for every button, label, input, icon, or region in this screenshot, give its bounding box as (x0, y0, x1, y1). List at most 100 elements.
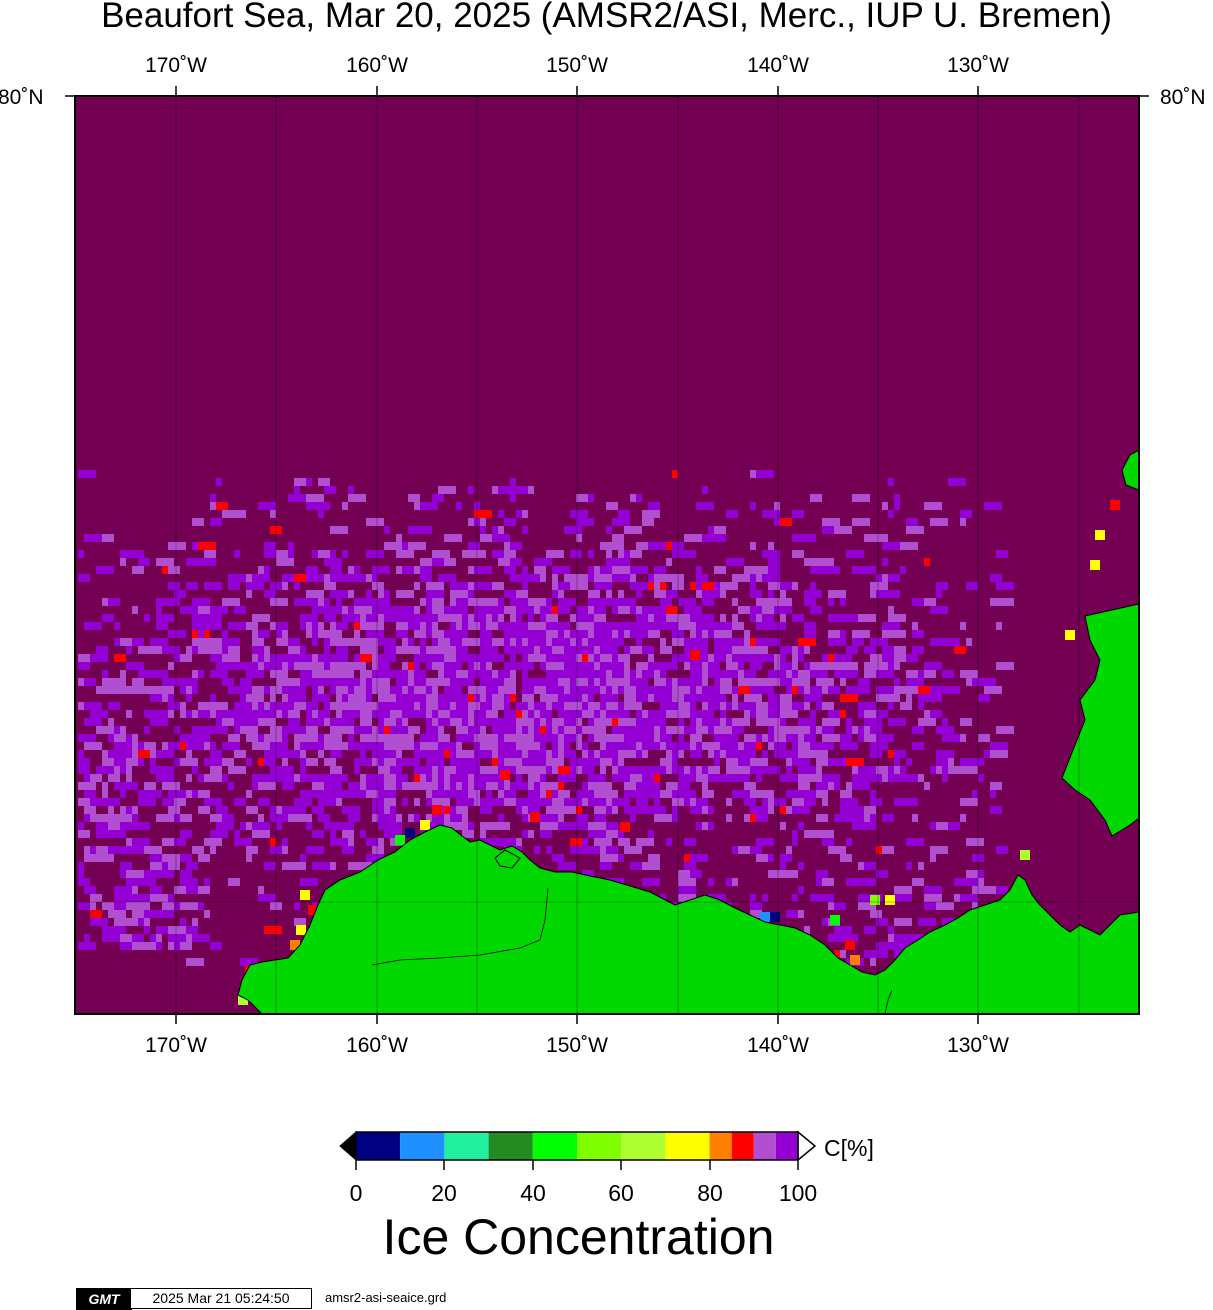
ice-pixel (552, 702, 558, 710)
ice-pixel (282, 806, 294, 814)
ice-pixel (516, 718, 522, 726)
ice-pixel (588, 494, 594, 502)
ice-pixel (498, 822, 510, 830)
ice-pixel (912, 878, 918, 886)
colorbar-swatch (400, 1132, 445, 1160)
ice-pixel (696, 734, 702, 742)
ice-pixel (282, 734, 288, 742)
ice-pixel (738, 774, 750, 782)
ice-pixel (186, 774, 192, 782)
ice-pixel (702, 534, 720, 542)
ice-pixel (606, 782, 612, 790)
ice-pixel (702, 742, 720, 750)
ice-pixel (882, 870, 888, 878)
ice-pixel (378, 838, 384, 846)
ice-pixel (594, 710, 600, 718)
ice-pixel (504, 550, 516, 558)
ice-pixel (564, 734, 576, 742)
ice-pixel (690, 870, 702, 878)
ice-pixel (132, 606, 138, 614)
ice-pixel (114, 734, 132, 742)
ice-pixel (558, 622, 570, 630)
ice-pixel (882, 694, 900, 702)
ice-pixel (396, 726, 402, 734)
ice-pixel (120, 830, 126, 838)
lat-label-right: 80˚N (1160, 86, 1206, 109)
ice-pixel (864, 686, 870, 694)
ice-pixel (894, 678, 900, 686)
ice-pixel (354, 606, 372, 614)
ice-pixel (270, 598, 288, 606)
ice-pixel (972, 678, 990, 686)
ice-pixel (168, 542, 186, 550)
ice-pixel (906, 838, 924, 846)
ice-pixel (114, 638, 120, 646)
ice-pixel (774, 606, 792, 614)
ice-pixel (264, 646, 270, 654)
ice-pixel (312, 734, 318, 742)
ice-pixel (654, 798, 660, 806)
ice-pixel (552, 854, 564, 862)
ice-pixel (492, 758, 498, 766)
ice-pixel (906, 518, 918, 526)
ice-pixel (696, 614, 714, 622)
ice-pixel (648, 646, 654, 654)
ice-pixel (126, 774, 132, 782)
ice-pixel (450, 694, 456, 702)
ice-pixel (276, 742, 282, 750)
ice-pixel (150, 886, 162, 894)
ice-pixel (828, 590, 840, 598)
ice-pixel (756, 574, 762, 582)
ice-pixel (798, 750, 810, 758)
ice-pixel (114, 622, 120, 630)
ice-pixel (822, 734, 840, 742)
ice-pixel (360, 598, 372, 606)
ice-pixel (558, 822, 564, 830)
ice-pixel (300, 678, 318, 686)
ice-pixel (510, 598, 528, 606)
ice-pixel (576, 822, 582, 830)
ice-pixel (936, 902, 942, 910)
ice-pixel (930, 606, 948, 614)
ice-pixel (936, 590, 942, 598)
ice-pixel (144, 910, 156, 918)
ice-pixel (258, 886, 264, 894)
ice-pixel (120, 870, 126, 878)
ice-pixel (510, 670, 516, 678)
ice-pixel (594, 750, 600, 758)
ice-pixel (630, 686, 636, 694)
ice-pixel (468, 686, 474, 694)
ice-pixel (468, 822, 474, 830)
colorbar-swatch (621, 1132, 666, 1160)
ice-pixel (330, 702, 342, 710)
ice-pixel (204, 878, 210, 886)
ice-pixel (570, 654, 576, 662)
ice-pixel (354, 630, 360, 638)
ice-pixel (300, 790, 318, 798)
ice-pixel (294, 662, 312, 670)
ice-pixel (534, 566, 546, 574)
ice-pixel (564, 654, 570, 662)
ice-pixel (486, 622, 504, 630)
ice-pixel (78, 750, 84, 758)
ice-pixel (144, 790, 162, 798)
ice-pixel (318, 654, 336, 662)
ice-pixel (600, 678, 606, 686)
ice-pixel (180, 918, 186, 926)
ice-pixel (690, 790, 696, 798)
ice-pixel (570, 574, 588, 582)
ice-pixel (120, 790, 126, 798)
ice-pixel (894, 494, 900, 502)
ice-pixel (612, 742, 618, 750)
ice-pixel (222, 774, 228, 782)
ice-pixel (486, 718, 492, 726)
ice-pixel (852, 630, 870, 638)
ice-pixel (438, 486, 456, 494)
ice-pixel (270, 694, 276, 702)
ice-pixel (828, 934, 846, 942)
ice-pixel (534, 710, 540, 718)
colorbar-swatch (709, 1132, 732, 1160)
ice-pixel (84, 662, 90, 670)
ice-pixel (798, 910, 804, 918)
colorbar-frame (355, 1131, 799, 1161)
